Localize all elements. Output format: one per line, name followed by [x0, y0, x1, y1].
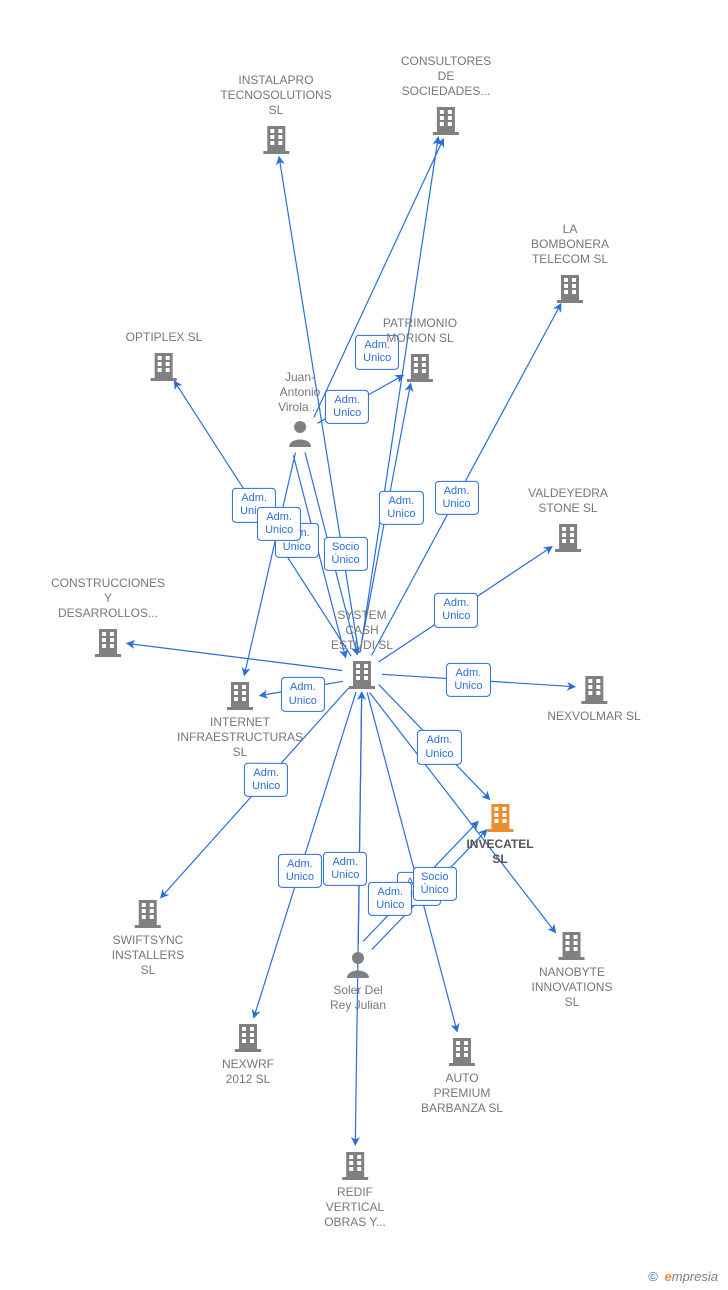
node-consultores[interactable]: CONSULTORESDESOCIEDADES...	[401, 54, 491, 140]
edge-label-adm_unico: Adm.Unico	[323, 851, 367, 885]
building-icon	[554, 271, 586, 308]
edge-center-redif-10	[355, 693, 361, 1144]
building-icon	[484, 800, 516, 837]
building-icon	[260, 122, 292, 159]
node-label: AUTOPREMIUMBARBANZA SL	[421, 1071, 503, 1116]
node-label: INTERNETINFRAESTRUCTURASSL	[177, 715, 303, 760]
diagram-canvas: { "canvas": { "width": 728, "height": 12…	[0, 0, 728, 1290]
edge-juan-internet-17	[245, 453, 296, 675]
node-center[interactable]: SYSTEMCASHESTUDI SL	[331, 608, 393, 694]
building-icon	[404, 350, 436, 387]
edge-label-adm_unico: Adm.Unico	[325, 389, 369, 423]
edge-label-adm_unico: Adm.Unico	[257, 506, 301, 540]
node-label: CONSULTORESDESOCIEDADES...	[401, 54, 491, 99]
node-label: LABOMBONERATELECOM SL	[531, 222, 609, 267]
node-autopremium[interactable]: AUTOPREMIUMBARBANZA SL	[421, 1034, 503, 1120]
brand-first-letter: e	[665, 1269, 672, 1284]
node-label: REDIFVERTICALOBRAS Y...	[324, 1185, 386, 1230]
node-construc[interactable]: CONSTRUCCIONESYDESARROLLOS...	[51, 576, 165, 662]
building-icon	[346, 657, 378, 694]
building-icon	[132, 896, 164, 933]
node-invecatel[interactable]: INVECATELSL	[466, 800, 533, 871]
building-icon	[446, 1034, 478, 1071]
node-label: Juan-AntonioVirola ...	[278, 370, 322, 415]
person-icon	[345, 950, 371, 983]
node-label: NEXVOLMAR SL	[547, 709, 640, 724]
building-icon	[430, 103, 462, 140]
node-label: OPTIPLEX SL	[126, 330, 203, 345]
building-icon	[578, 672, 610, 709]
edge-label-adm_unico: Adm.Unico	[368, 881, 412, 915]
node-swiftsync[interactable]: SWIFTSYNCINSTALLERSSL	[112, 896, 184, 982]
edge-label-socio_unico: SocioÚnico	[324, 536, 368, 570]
node-label: SWIFTSYNCINSTALLERSSL	[112, 933, 184, 978]
node-redif[interactable]: REDIFVERTICALOBRAS Y...	[324, 1148, 386, 1234]
edge-label-adm_unico: Adm.Unico	[434, 480, 478, 514]
edge-soler-center-20	[358, 693, 361, 944]
edge-label-adm_unico: Adm.Unico	[434, 593, 478, 627]
edge-label-adm_unico: Adm.Unico	[278, 854, 322, 888]
node-optiplex[interactable]: OPTIPLEX SL	[126, 330, 203, 386]
building-icon	[552, 520, 584, 557]
node-internet[interactable]: INTERNETINFRAESTRUCTURASSL	[177, 678, 303, 764]
building-icon	[232, 1020, 264, 1057]
building-icon	[224, 678, 256, 715]
copyright-symbol: ©	[648, 1269, 658, 1284]
edge-label-adm_unico: Adm.Unico	[244, 763, 288, 797]
node-label: INSTALAPROTECNOSOLUTIONSSL	[220, 73, 331, 118]
node-label: VALDEYEDRASTONE SL	[528, 486, 608, 516]
edge-label-socio_unico: SocioÚnico	[413, 867, 457, 901]
edge-label-adm_unico: Adm.Unico	[379, 490, 423, 524]
node-juan[interactable]: Juan-AntonioVirola ...	[278, 370, 322, 452]
node-label: SYSTEMCASHESTUDI SL	[331, 608, 393, 653]
edge-center-consultores-1	[360, 138, 438, 653]
building-icon	[148, 349, 180, 386]
building-icon	[339, 1148, 371, 1185]
edge-label-adm_unico: Adm.Unico	[417, 730, 461, 764]
node-instalapro[interactable]: INSTALAPROTECNOSOLUTIONSSL	[220, 73, 331, 159]
person-icon	[287, 419, 313, 452]
node-soler[interactable]: Soler DelRey Julian	[330, 950, 386, 1017]
node-nexvolmar[interactable]: NEXVOLMAR SL	[547, 672, 640, 728]
node-label: NANOBYTEINNOVATIONSSL	[532, 965, 613, 1010]
node-label: PATRIMONIOMORION SL	[383, 316, 457, 346]
node-label: Soler DelRey Julian	[330, 983, 386, 1013]
node-label: NEXWRF2012 SL	[222, 1057, 274, 1087]
node-label: INVECATELSL	[466, 837, 533, 867]
footer-attribution: © empresia	[648, 1269, 718, 1284]
building-icon	[556, 928, 588, 965]
node-labombonera[interactable]: LABOMBONERATELECOM SL	[531, 222, 609, 308]
building-icon	[92, 625, 124, 662]
edge-label-adm_unico: Adm.Unico	[446, 663, 490, 697]
node-nanobyte[interactable]: NANOBYTEINNOVATIONSSL	[532, 928, 613, 1014]
node-valdeyedra[interactable]: VALDEYEDRASTONE SL	[528, 486, 608, 557]
node-patrimonio[interactable]: PATRIMONIOMORION SL	[383, 316, 457, 387]
node-label: CONSTRUCCIONESYDESARROLLOS...	[51, 576, 165, 621]
brand-rest: mpresia	[672, 1269, 718, 1284]
node-nexwrf[interactable]: NEXWRF2012 SL	[222, 1020, 274, 1091]
